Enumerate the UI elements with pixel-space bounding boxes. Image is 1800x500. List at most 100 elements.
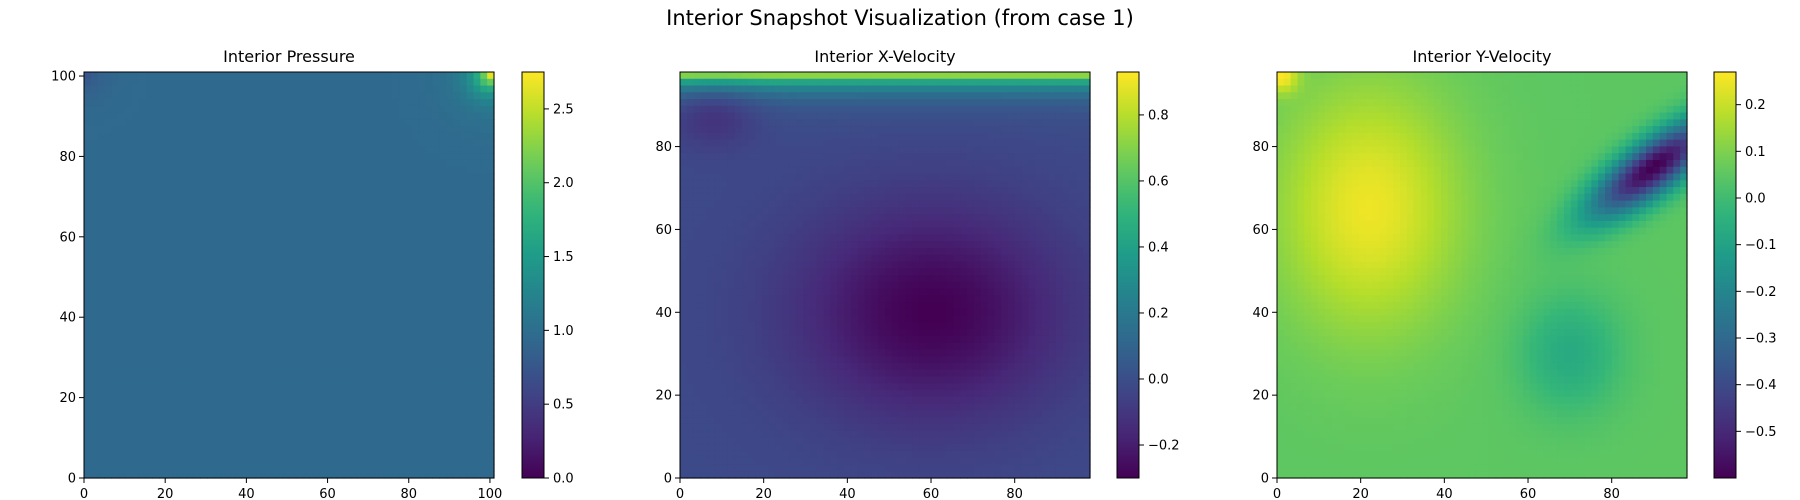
heatmap-cell <box>118 417 126 425</box>
heatmap-cell <box>186 146 194 154</box>
heatmap-cell <box>432 247 440 256</box>
heatmap-cell <box>104 464 112 472</box>
heatmap-cell <box>193 112 201 120</box>
heatmap-cell <box>384 99 393 107</box>
heatmap-cell <box>309 193 317 202</box>
heatmap-cell <box>282 383 290 391</box>
heatmap-cell <box>145 112 153 120</box>
heatmap-cell <box>384 437 393 445</box>
heatmap-cell <box>330 288 338 296</box>
heatmap-cell <box>213 457 222 466</box>
heatmap-cell <box>343 153 352 161</box>
heatmap-cell <box>207 180 215 188</box>
heatmap-cell <box>309 166 317 175</box>
heatmap-cell <box>405 173 413 181</box>
heatmap-cell <box>186 85 194 93</box>
heatmap-cell <box>418 193 427 202</box>
heatmap-cell <box>275 119 283 127</box>
heatmap-cell <box>172 444 181 452</box>
heatmap-cell <box>446 180 454 188</box>
heatmap-cell <box>152 308 160 317</box>
heatmap-cell <box>391 464 399 472</box>
heatmap-cell <box>193 234 201 242</box>
heatmap-cell <box>309 464 317 472</box>
heatmap-cell <box>193 356 201 364</box>
heatmap-cell <box>418 187 427 195</box>
heatmap-cell <box>166 335 174 344</box>
heatmap-cell <box>330 180 338 188</box>
heatmap-cell <box>418 268 427 276</box>
heatmap-cell <box>138 403 147 411</box>
heatmap-cell <box>84 227 92 235</box>
heatmap-cell <box>97 417 106 425</box>
heatmap-cell <box>138 471 147 479</box>
heatmap-cell <box>220 322 229 330</box>
heatmap-cell <box>459 241 468 249</box>
heatmap-cell <box>425 112 434 120</box>
heatmap-cell <box>90 471 99 479</box>
heatmap-cell <box>248 403 256 411</box>
heatmap-cell <box>343 396 352 405</box>
heatmap-cell <box>227 173 235 181</box>
heatmap-cell <box>145 362 153 371</box>
heatmap-cell <box>289 383 297 391</box>
heatmap-cell <box>446 356 454 364</box>
heatmap-cell <box>186 417 194 425</box>
heatmap-cell <box>179 214 188 222</box>
heatmap-cell <box>131 437 140 445</box>
heatmap-cell <box>275 166 283 175</box>
heatmap-cell <box>459 254 468 263</box>
heatmap-cell <box>302 72 311 80</box>
heatmap-cell <box>227 261 235 269</box>
heatmap-cell <box>220 214 229 222</box>
heatmap-cell <box>357 187 365 195</box>
heatmap-cell <box>364 369 372 378</box>
heatmap-cell <box>343 437 352 445</box>
heatmap-cell <box>111 146 119 154</box>
heatmap-cell <box>405 390 413 398</box>
heatmap-cell <box>138 187 147 195</box>
heatmap-cell <box>227 214 235 222</box>
heatmap-cell <box>159 349 167 357</box>
heatmap-cell <box>336 308 345 317</box>
heatmap-cell <box>220 329 229 337</box>
heatmap-cell <box>200 410 208 418</box>
heatmap-cell <box>254 308 263 317</box>
heatmap-cell <box>302 329 311 337</box>
heatmap-cell <box>90 173 99 181</box>
heatmap-cell <box>152 126 160 134</box>
heatmap-cell <box>152 261 160 269</box>
heatmap-cell <box>159 329 167 337</box>
heatmap-cell <box>207 423 215 432</box>
heatmap-cell <box>172 403 181 411</box>
heatmap-cell <box>371 78 379 87</box>
heatmap-cell <box>207 349 215 357</box>
heatmap-cell <box>432 464 440 472</box>
heatmap-cell <box>453 437 461 445</box>
heatmap-cell <box>432 254 440 263</box>
heatmap-cell <box>220 187 229 195</box>
heatmap-cell <box>432 349 440 357</box>
heatmap-cell <box>220 153 229 161</box>
heatmap-cell <box>261 234 270 242</box>
heatmap-cell <box>295 288 304 296</box>
heatmap-cell <box>152 464 160 472</box>
heatmap-cell <box>432 423 440 432</box>
heatmap-cell <box>357 423 365 432</box>
heatmap-cell <box>302 288 311 296</box>
heatmap-cell <box>343 349 352 357</box>
heatmap-cell <box>391 220 399 229</box>
heatmap-cell <box>138 356 147 364</box>
heatmap-cell <box>90 105 99 114</box>
heatmap-cell <box>316 335 324 344</box>
heatmap-cell <box>138 457 147 466</box>
heatmap-cell <box>227 193 235 202</box>
heatmap-cell <box>179 241 188 249</box>
heatmap-cell <box>241 180 249 188</box>
heatmap-cell <box>254 315 263 323</box>
heatmap-cell <box>384 247 393 256</box>
heatmap-cell <box>90 126 99 134</box>
heatmap-cell <box>268 417 276 425</box>
heatmap-cell <box>166 153 174 161</box>
heatmap-cell <box>138 241 147 249</box>
